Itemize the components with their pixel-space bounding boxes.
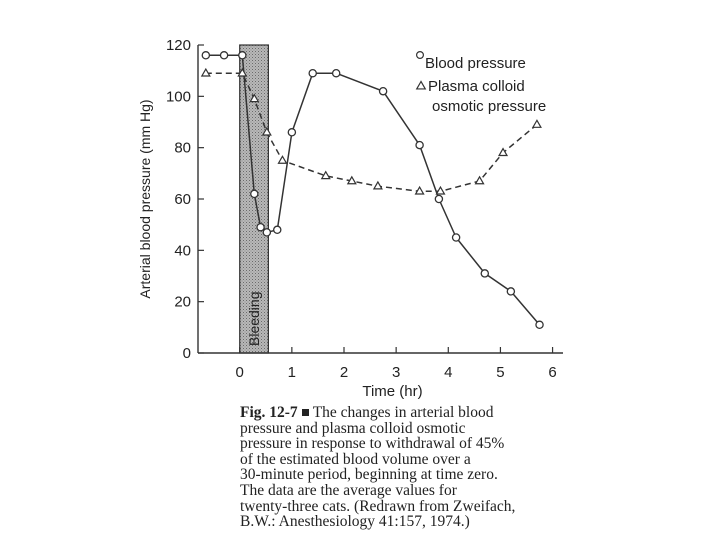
legend-label-1-line-0: Plasma colloid	[428, 78, 525, 95]
series-0-point-14	[480, 269, 490, 278]
series-0-point-13	[451, 233, 461, 242]
series-0-point-0	[201, 51, 211, 60]
series-1-point-12	[531, 119, 542, 128]
series-0-point-8	[308, 68, 317, 78]
series-0-point-6	[273, 225, 282, 235]
x-tick-label-5: 5	[496, 364, 504, 381]
figure-caption: Fig. 12-7 The changes in arterial blood p…	[240, 405, 710, 530]
x-tick-label-2: 2	[340, 364, 348, 381]
caption-line-1: pressure and plasma colloid osmotic	[240, 419, 466, 437]
series-0-point-3	[250, 189, 259, 199]
series-1-point-11	[498, 147, 509, 157]
caption-line-0-text: The changes in arterial blood	[312, 404, 494, 421]
series-1-point-0	[200, 67, 211, 77]
x-tick-label-4: 4	[444, 364, 452, 381]
series-1-point-6	[346, 175, 357, 185]
x-axis-label: Time (hr)	[362, 383, 422, 400]
series-0-point-10	[378, 86, 388, 96]
x-tick-label-3: 3	[392, 364, 400, 381]
series-0-point-7	[287, 128, 297, 137]
y-tick-label-120: 120	[166, 37, 191, 54]
y-tick-label-80: 80	[174, 140, 191, 157]
caption-line-3: of the estimated blood volume over a	[240, 450, 471, 468]
legend-marker-1	[415, 80, 427, 90]
y-tick-label-40: 40	[174, 242, 191, 259]
series-1-point-5	[320, 170, 331, 180]
caption-line-0: Fig. 12-7 The changes in arterial blood	[240, 405, 710, 421]
series-1-point-7	[372, 180, 383, 190]
x-tick-label-1: 1	[288, 364, 296, 381]
caption-bullet-square	[301, 408, 309, 416]
series-0-point-15	[506, 287, 516, 296]
series-0-point-12	[434, 194, 444, 204]
series-0-point-5	[262, 228, 272, 237]
legend-marker-0	[416, 50, 425, 59]
series-1-point-8	[414, 185, 425, 195]
series-1-point-2	[249, 93, 260, 103]
series-0-point-4	[256, 222, 265, 232]
y-axis-label: Arterial blood pressure (mm Hg)	[137, 99, 153, 298]
series-1-point-3	[261, 126, 272, 136]
caption-line-5: The data are the average values for	[240, 481, 457, 499]
series-0-point-1	[219, 51, 229, 60]
caption-line-4: 30-minute period, beginning at time zero…	[240, 466, 498, 484]
bleeding-label: Bleeding	[246, 292, 262, 347]
y-tick-label-100: 100	[166, 88, 191, 105]
series-1-point-1	[237, 67, 248, 77]
caption-line-7: B.W.: Anesthesiology 41:157, 1974.)	[240, 513, 470, 531]
x-tick-label-0: 0	[236, 364, 244, 381]
series-0-point-2	[238, 51, 247, 60]
caption-fig-label: Fig. 12-7	[240, 404, 298, 421]
y-tick-label-60: 60	[174, 191, 191, 208]
series-0-point-16	[535, 320, 544, 330]
y-tick-label-20: 20	[174, 294, 191, 311]
line-chart: Bleeding 0 20 40 60 80 100 120 0 1 2 3 4 5 6 Arterial …	[137, 37, 563, 400]
legend-label-0: Blood pressure	[425, 55, 526, 72]
series-0-point-11	[415, 140, 424, 150]
series-1-point-4	[277, 155, 288, 164]
legend-label-1-line-1: osmotic pressure	[432, 98, 546, 115]
caption-line-2: pressure in response to withdrawal of 45…	[240, 435, 505, 453]
caption-line-6: twenty-three cats. (Redrawn from Zweifac…	[240, 497, 516, 515]
series-0-point-9	[331, 68, 341, 78]
series-1-point-9	[435, 185, 446, 195]
x-tick-label-6: 6	[548, 364, 556, 381]
series-1-point-10	[474, 175, 485, 185]
y-tick-label-0: 0	[183, 345, 191, 362]
